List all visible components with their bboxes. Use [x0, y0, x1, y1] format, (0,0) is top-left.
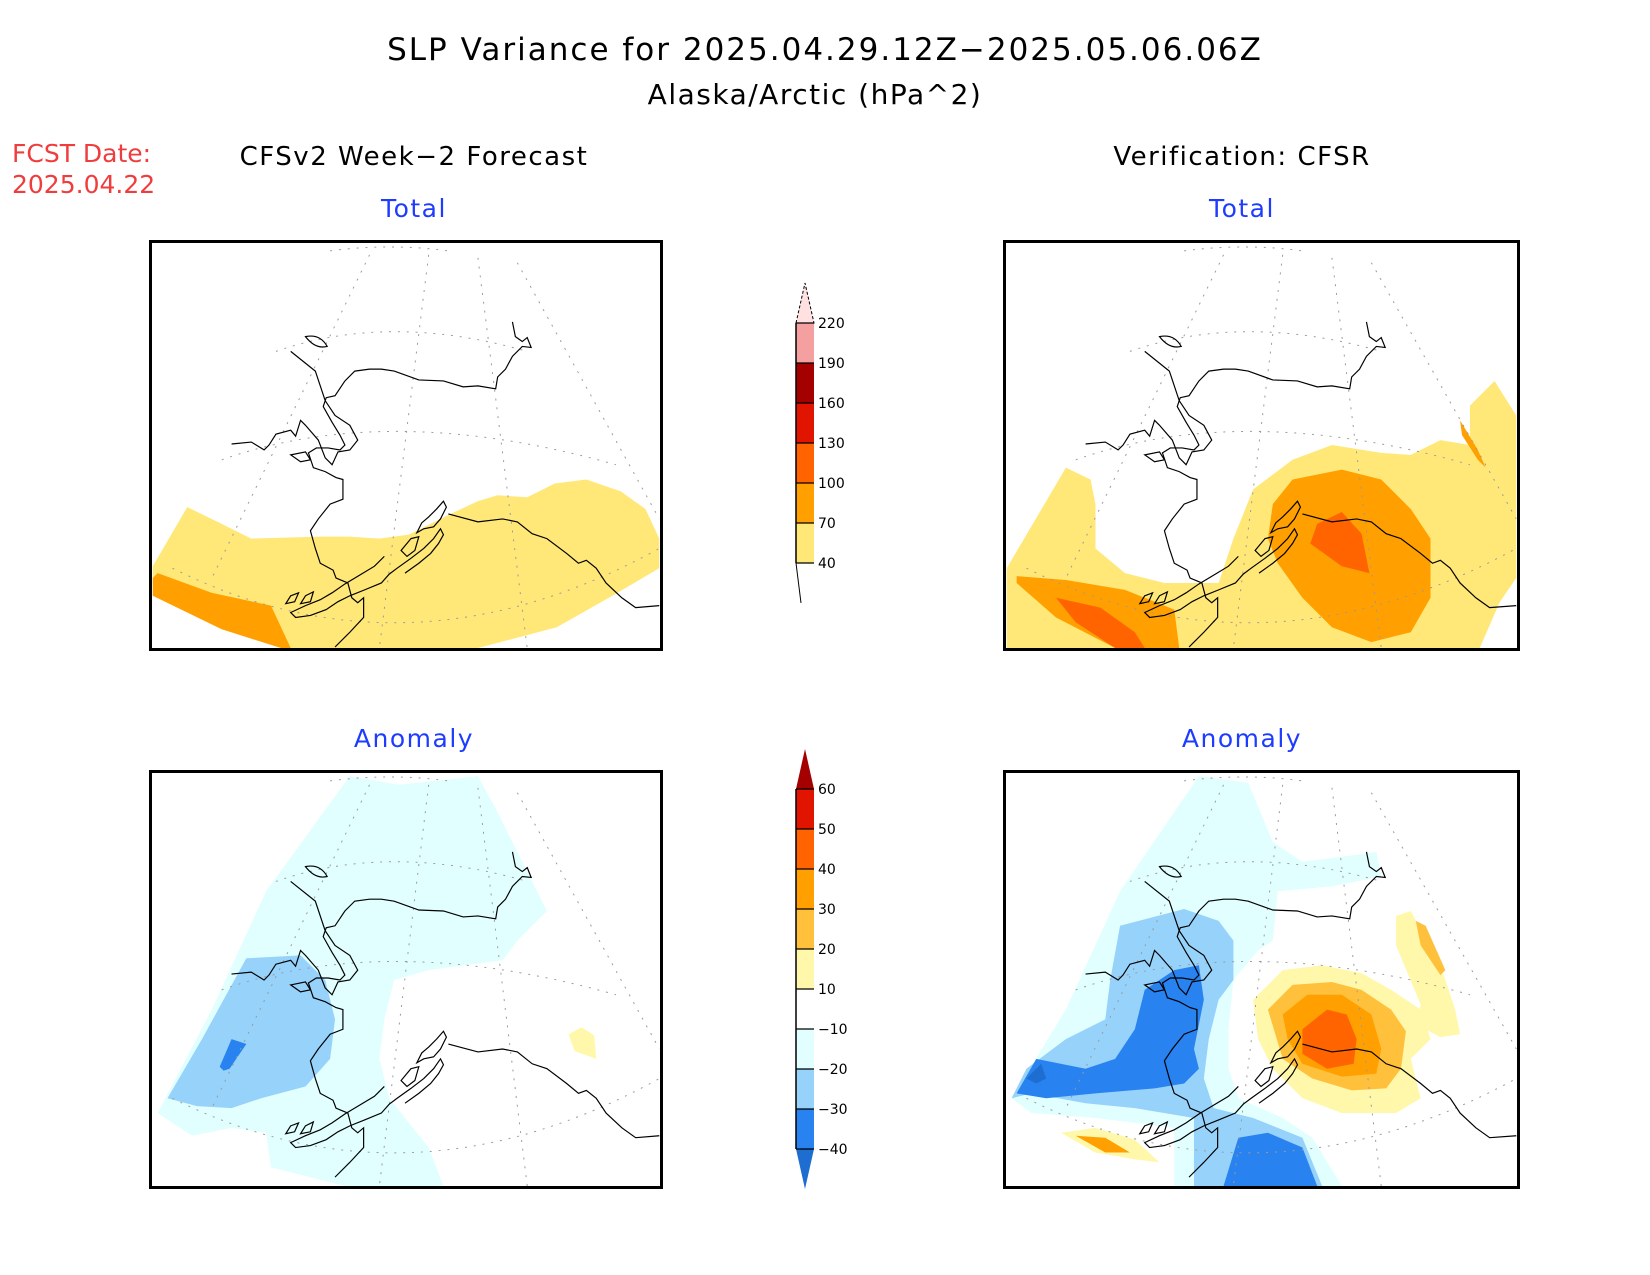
- panel-title-top-left: Total: [381, 194, 447, 223]
- contour-below-neg40: [1026, 1063, 1047, 1084]
- panel-title-bottom-right: Anomaly: [1181, 724, 1303, 753]
- contour-neg30-neg40-south: [1223, 1132, 1318, 1186]
- contour-70-100: [152, 573, 291, 648]
- panel-title-bottom-left: Anomaly: [353, 724, 475, 753]
- colorbar-top-arrow: [796, 749, 814, 789]
- coastlines: [1085, 851, 1517, 1178]
- lat-lon-grid: [1026, 246, 1517, 648]
- contour-10-20: [568, 1027, 597, 1059]
- contour-40-70: [152, 479, 660, 648]
- contour-20-40-sw: [1075, 1135, 1130, 1153]
- colorbar-label: −40: [818, 1142, 848, 1158]
- coastlines: [231, 321, 660, 648]
- colorbar-band: [796, 1109, 814, 1149]
- colorbar-label: 100: [818, 476, 845, 492]
- colorbar-band: [796, 869, 814, 909]
- contour-70-100-ne: [1460, 420, 1486, 468]
- colorbar-label: 10: [818, 982, 836, 998]
- colorbar-band: [796, 1069, 814, 1109]
- contour-fills: [1006, 380, 1517, 648]
- colorbar-label: −20: [818, 1062, 848, 1078]
- colorbar-band: [796, 403, 814, 443]
- colorbar-band: [796, 789, 814, 829]
- contour-fills: [152, 479, 660, 648]
- colorbar-label: 190: [818, 356, 845, 372]
- forecast-column-title: CFSv2 Week−2 Forecast: [239, 142, 589, 172]
- coastlines: [1085, 321, 1517, 648]
- colorbar-label: 130: [818, 436, 845, 452]
- colorbar-label: 50: [818, 822, 836, 838]
- colorbar-label: −10: [818, 1022, 848, 1038]
- lat-lon-grid: [1026, 776, 1517, 1186]
- contour-100-130-sw: [1056, 597, 1145, 648]
- figure-subtitle: Alaska/Arctic (hPa^2): [647, 78, 983, 111]
- colorbar-band: [796, 483, 814, 523]
- colorbar-label: 30: [818, 902, 836, 918]
- map-forecast-total: [149, 240, 663, 651]
- contour-neg30-neg40: [219, 1039, 247, 1071]
- colorbar-bottom-tail: [795, 562, 802, 604]
- colorbar-band: [796, 323, 814, 363]
- contour-40-50: [1302, 1009, 1357, 1069]
- colorbar-label: 60: [818, 782, 836, 798]
- contour-neg30-neg40: [1016, 965, 1204, 1099]
- fcst-date-value: 2025.04.22: [12, 170, 156, 199]
- contour-100-130: [1310, 512, 1370, 574]
- colorbar-label: 40: [818, 862, 836, 878]
- colorbar-total: 40 70 100 130 160 190 220: [795, 282, 845, 604]
- contour-neg20-neg30: [167, 955, 336, 1109]
- colorbar-band: [796, 989, 814, 1029]
- colorbar-label: 160: [818, 396, 845, 412]
- figure-title: SLP Variance for 2025.04.29.12Z−2025.05.…: [387, 32, 1263, 68]
- map-forecast-anomaly: [149, 770, 663, 1189]
- contour-10-20-ne: [1396, 910, 1461, 1038]
- colorbar-label: −30: [818, 1102, 848, 1118]
- colorbar-band: [796, 443, 814, 483]
- colorbar-band: [796, 363, 814, 403]
- colorbar-label: 20: [818, 942, 836, 958]
- coastlines: [231, 851, 660, 1178]
- contour-fills: [1011, 775, 1461, 1186]
- contour-20-30-ne: [1415, 920, 1446, 976]
- colorbar-label: 220: [818, 316, 845, 332]
- fcst-date-label: FCST Date:: [12, 139, 152, 168]
- map-verification-anomaly: [1003, 770, 1520, 1189]
- colorbar-band: [796, 909, 814, 949]
- colorbar-band: [796, 523, 814, 563]
- map-verification-total: [1003, 240, 1520, 651]
- colorbar-band: [796, 1029, 814, 1069]
- panel-title-top-right: Total: [1209, 194, 1275, 223]
- colorbar-label: 40: [818, 556, 836, 572]
- colorbar-band: [796, 829, 814, 869]
- lat-lon-grid: [172, 776, 660, 1186]
- verification-column-title: Verification: CFSR: [1113, 142, 1371, 172]
- colorbar-label: 70: [818, 516, 836, 532]
- lat-lon-grid: [172, 246, 660, 648]
- colorbar-anomaly: −40 −30 −20 −10 10 20 30 40 50 60: [795, 749, 848, 1189]
- colorbar-top-arrow: [795, 282, 815, 324]
- colorbar-bottom-arrow: [796, 1149, 814, 1189]
- contour-fills: [157, 775, 597, 1186]
- colorbar-band: [796, 949, 814, 989]
